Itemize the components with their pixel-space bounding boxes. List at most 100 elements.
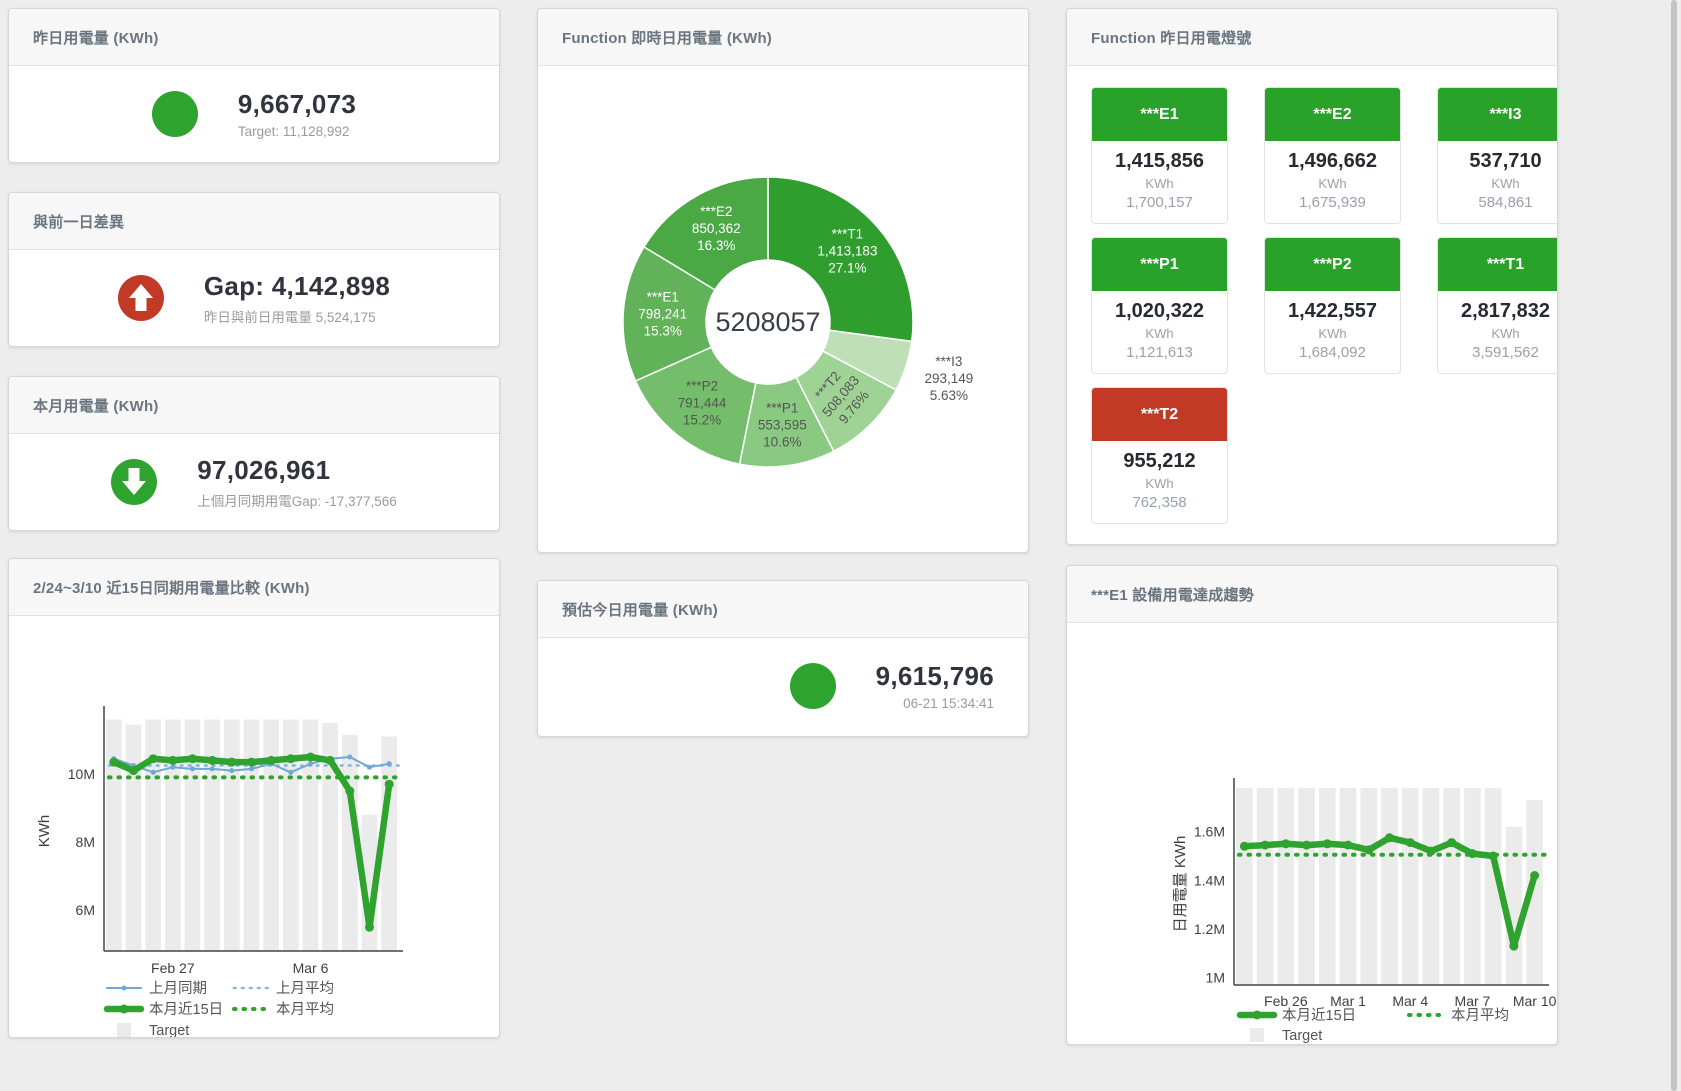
- e1-trend-chart-body: 1M 1.2M 1.4M 1.6M Feb 26 Mar 1 Mar 4 Mar 7 Mar 1…: [1067, 623, 1557, 1045]
- svg-text:上月平均: 上月平均: [276, 980, 334, 997]
- svg-text:5208057: 5208057: [715, 307, 820, 337]
- panel-compare-title: 2/24~3/10 近15日同期用電量比較 (KWh): [9, 559, 499, 616]
- svg-text:1M: 1M: [1206, 970, 1225, 986]
- light-tile-p2: ***P2 1,422,557 KWh 1,684,092: [1264, 237, 1401, 374]
- panel-month-title: 本月用電量 (KWh): [9, 377, 499, 434]
- panel-realtime-donut: Function 即時日用電量 (KWh) ***T1 1,413,183 27.1…: [537, 8, 1029, 553]
- light-tile-body: 2,817,832 KWh 3,591,562: [1438, 291, 1557, 373]
- panel-day-gap-title: 與前一日差異: [9, 193, 499, 250]
- day-gap-subtitle: 昨日與前日用電量 5,524,175: [203, 309, 376, 325]
- panel-compare-chart: 2/24~3/10 近15日同期用電量比較 (KWh) 6M 8M 10M Feb 2…: [8, 558, 500, 1038]
- svg-text:本月近15日: 本月近15日: [1282, 1007, 1356, 1024]
- svg-text:本月近15日: 本月近15日: [149, 1001, 223, 1018]
- light-tile-value: 2,817,832: [1461, 300, 1550, 322]
- light-tile-unit: KWh: [1145, 476, 1174, 491]
- light-tile-unit: KWh: [1318, 326, 1347, 341]
- light-tile-target: 1,700,157: [1126, 194, 1193, 211]
- svg-text:Mar 4: Mar 4: [1392, 993, 1428, 1009]
- light-tile-unit: KWh: [1491, 326, 1520, 341]
- day-gap-stat: Gap: 4,142,898 昨日與前日用電量 5,524,175: [9, 250, 499, 346]
- compare-chart-body: 6M 8M 10M Feb 27 Mar 6 KWh 上月同期 上月平均 本月近15日 本月平均 T…: [9, 616, 499, 1038]
- light-tile-value: 1,422,557: [1288, 300, 1377, 322]
- day-gap-value: Gap: 4,142,898: [203, 270, 391, 301]
- panel-day-gap: 與前一日差異 Gap: 4,142,898 昨日與前日用電量 5,524,175: [8, 192, 500, 347]
- svg-text:本月平均: 本月平均: [1451, 1007, 1509, 1024]
- svg-text:上月同期: 上月同期: [149, 980, 207, 997]
- yesterday-value: 9,667,073: [237, 89, 357, 119]
- light-tile-label: ***P1: [1092, 238, 1227, 291]
- svg-text:1.4M: 1.4M: [1194, 872, 1225, 888]
- light-tile-i3: ***I3 537,710 KWh 584,861: [1437, 87, 1557, 224]
- svg-text:***T2508,0839.76%: ***T2508,0839.76%: [806, 362, 875, 431]
- panel-yesterday-title: 昨日用電量 (KWh): [9, 9, 499, 66]
- svg-text:Target: Target: [149, 1023, 189, 1038]
- yesterday-target: Target: 11,128,992: [237, 124, 350, 139]
- light-tile-label: ***E2: [1265, 88, 1400, 141]
- light-tile-value: 1,415,856: [1115, 150, 1204, 172]
- light-tile-label: ***E1: [1092, 88, 1227, 141]
- light-tile-body: 1,496,662 KWh 1,675,939: [1265, 141, 1400, 223]
- e1-trend-line-chart[interactable]: 1M 1.2M 1.4M 1.6M Feb 26 Mar 1 Mar 4 Mar 7 Mar 1…: [1067, 623, 1557, 1045]
- panel-yesterday-usage: 昨日用電量 (KWh) 9,667,073 Target: 11,128,992: [8, 8, 500, 163]
- svg-text:Target: Target: [1282, 1028, 1322, 1044]
- svg-text:1.2M: 1.2M: [1194, 921, 1225, 937]
- svg-text:Mar 10: Mar 10: [1513, 993, 1557, 1009]
- panel-month-usage: 本月用電量 (KWh) 97,026,961 上個月同期用電Gap: -17,3…: [8, 376, 500, 531]
- light-tile-label: ***P2: [1265, 238, 1400, 291]
- panel-realtime-title: Function 即時日用電量 (KWh): [538, 9, 1028, 66]
- light-tile-unit: KWh: [1145, 176, 1174, 191]
- svg-text:1.6M: 1.6M: [1194, 824, 1225, 840]
- right-column: Function 昨日用電燈號 ***E1 1,415,856 KWh 1,700,1…: [1066, 8, 1558, 1045]
- panel-lights: Function 昨日用電燈號 ***E1 1,415,856 KWh 1,700,1…: [1066, 8, 1558, 545]
- light-tile-target: 1,675,939: [1299, 194, 1366, 211]
- green-status-circle-icon: [789, 663, 836, 709]
- light-tile-value: 1,020,322: [1115, 300, 1204, 322]
- month-value: 97,026,961: [197, 454, 331, 485]
- realtime-donut-chart[interactable]: ***T1 1,413,183 27.1% ***I3 293,149 5.63% ***T…: [538, 66, 1029, 552]
- light-tile-target: 1,684,092: [1299, 344, 1366, 361]
- light-tile-body: 1,422,557 KWh 1,684,092: [1265, 291, 1400, 373]
- estimate-value: 9,615,796: [875, 661, 994, 691]
- svg-text:Mar 1: Mar 1: [1330, 993, 1366, 1009]
- month-subtitle: 上個月同期用電Gap: -17,377,566: [197, 493, 397, 509]
- green-down-arrow-icon: [111, 459, 158, 505]
- light-tile-unit: KWh: [1318, 176, 1347, 191]
- red-up-arrow-icon: [117, 275, 164, 321]
- panel-e1-trend: ***E1 設備用電達成趨勢 1M 1.2M 1.4M 1.6M Feb 26 Mar 1…: [1066, 565, 1558, 1045]
- svg-text:日用電量 KWh: 日用電量 KWh: [1172, 836, 1189, 933]
- svg-text:10M: 10M: [68, 766, 95, 782]
- donut-chart-body: ***T1 1,413,183 27.1% ***I3 293,149 5.63% ***T…: [538, 66, 1029, 552]
- scrollbar[interactable]: [1671, 0, 1677, 1091]
- svg-text:Mar 6: Mar 6: [293, 960, 329, 976]
- light-tile-e2: ***E2 1,496,662 KWh 1,675,939: [1264, 87, 1401, 224]
- yesterday-stat: 9,667,073 Target: 11,128,992: [9, 66, 499, 162]
- svg-text:Feb 27: Feb 27: [151, 960, 195, 976]
- green-status-circle-icon: [151, 91, 198, 137]
- light-tile-p1: ***P1 1,020,322 KWh 1,121,613: [1091, 237, 1228, 374]
- svg-text:Feb 26: Feb 26: [1264, 993, 1308, 1009]
- light-tile-value: 955,212: [1123, 450, 1196, 472]
- light-tile-target: 584,861: [1478, 194, 1533, 211]
- light-tile-body: 955,212 KWh 762,358: [1092, 441, 1227, 523]
- light-tile-unit: KWh: [1145, 326, 1174, 341]
- dashboard: 昨日用電量 (KWh) 9,667,073 Target: 11,128,992…: [8, 8, 1558, 1045]
- light-tile-label: ***T1: [1438, 238, 1557, 291]
- light-tile-target: 762,358: [1132, 494, 1187, 511]
- light-tile-t1: ***T1 2,817,832 KWh 3,591,562: [1437, 237, 1557, 374]
- svg-text:Mar 7: Mar 7: [1455, 993, 1491, 1009]
- estimate-timestamp: 06-21 15:34:41: [903, 696, 994, 711]
- lights-grid: ***E1 1,415,856 KWh 1,700,157 ***E2 1,496,662…: [1067, 66, 1557, 544]
- light-tile-body: 1,415,856 KWh 1,700,157: [1092, 141, 1227, 223]
- light-tile-target: 1,121,613: [1126, 344, 1193, 361]
- left-column: 昨日用電量 (KWh) 9,667,073 Target: 11,128,992…: [8, 8, 500, 1038]
- light-tile-value: 537,710: [1469, 150, 1542, 172]
- svg-text:8M: 8M: [76, 834, 95, 850]
- estimate-stat: 9,615,796 06-21 15:34:41: [538, 638, 1028, 734]
- light-tile-body: 537,710 KWh 584,861: [1438, 141, 1557, 223]
- svg-text:KWh: KWh: [36, 815, 53, 848]
